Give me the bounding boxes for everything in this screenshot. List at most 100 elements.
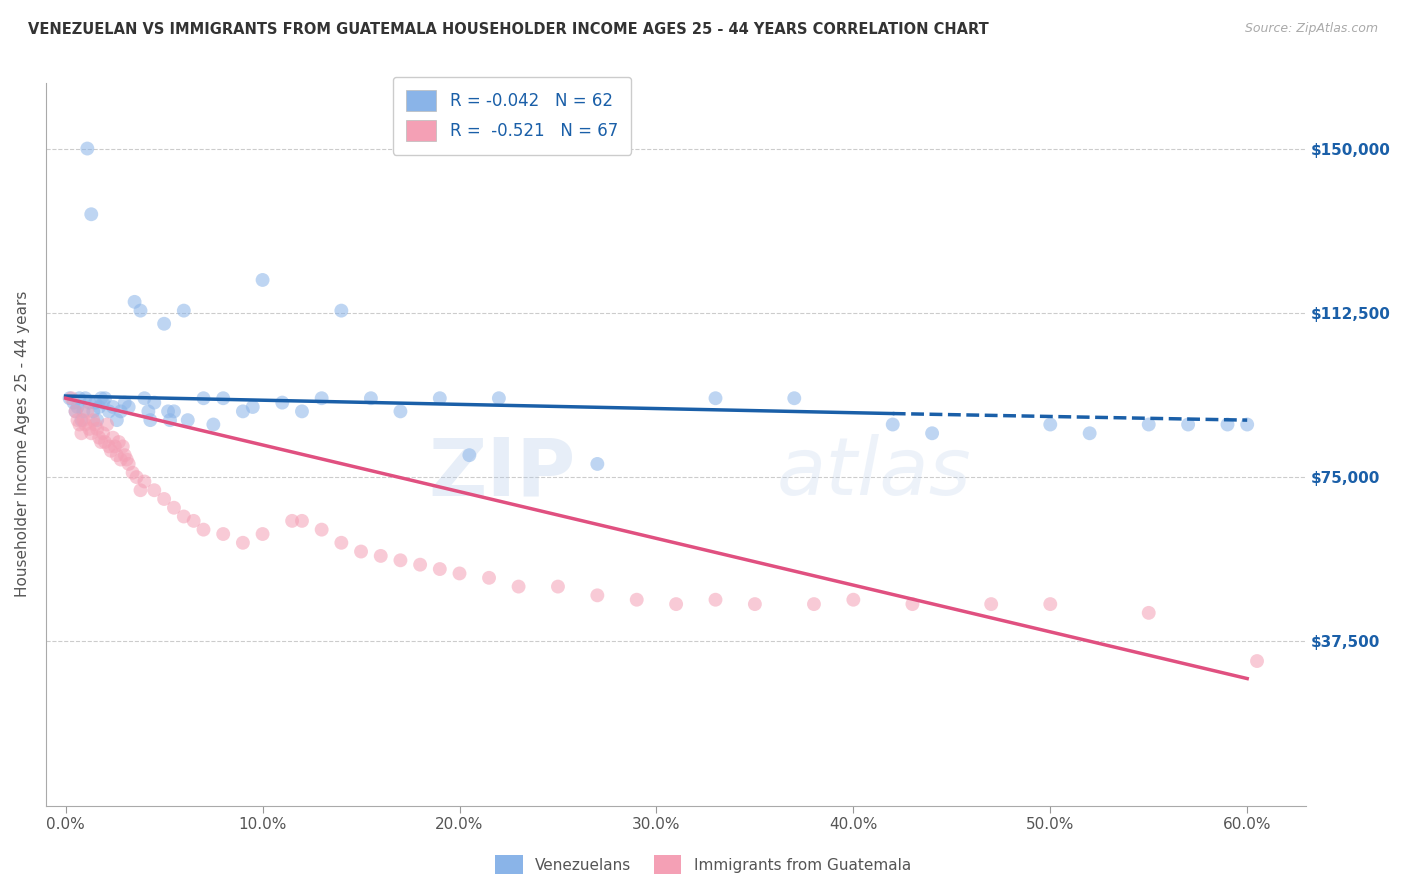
Point	[70, 426, 93, 441]
Point	[330, 303, 353, 318]
Point	[101, 431, 124, 445]
Point	[212, 527, 235, 541]
Point	[449, 566, 471, 581]
Point	[665, 597, 688, 611]
Text: ZIP: ZIP	[427, 434, 575, 512]
Point	[153, 491, 176, 506]
Point	[232, 535, 254, 549]
Point	[70, 413, 93, 427]
Point	[108, 435, 131, 450]
Point	[82, 404, 104, 418]
Point	[193, 523, 215, 537]
Point	[252, 527, 274, 541]
Point	[586, 588, 609, 602]
Point	[94, 435, 117, 450]
Point	[980, 597, 1002, 611]
Point	[110, 452, 132, 467]
Point	[105, 448, 128, 462]
Point	[65, 404, 87, 418]
Point	[84, 395, 107, 409]
Point	[84, 417, 107, 432]
Point	[75, 417, 97, 432]
Text: atlas: atlas	[778, 434, 972, 512]
Point	[134, 391, 156, 405]
Point	[409, 558, 432, 572]
Point	[1137, 606, 1160, 620]
Point	[62, 395, 84, 409]
Point	[547, 580, 569, 594]
Point	[138, 404, 160, 418]
Point	[90, 435, 112, 450]
Point	[311, 391, 333, 405]
Point	[111, 439, 134, 453]
Point	[118, 400, 141, 414]
Point	[121, 466, 143, 480]
Point	[488, 391, 510, 405]
Point	[66, 400, 89, 414]
Point	[114, 395, 136, 409]
Point	[94, 391, 117, 405]
Point	[281, 514, 304, 528]
Point	[69, 391, 91, 405]
Point	[105, 413, 128, 427]
Point	[143, 395, 166, 409]
Point	[330, 535, 353, 549]
Point	[134, 475, 156, 489]
Point	[125, 470, 148, 484]
Point	[104, 439, 127, 453]
Point	[704, 391, 727, 405]
Point	[72, 413, 94, 427]
Point	[80, 207, 103, 221]
Point	[183, 514, 205, 528]
Point	[90, 391, 112, 405]
Point	[783, 391, 806, 405]
Point	[291, 404, 314, 418]
Point	[704, 592, 727, 607]
Point	[429, 391, 451, 405]
Text: Source: ZipAtlas.com: Source: ZipAtlas.com	[1244, 22, 1378, 36]
Point	[232, 404, 254, 418]
Point	[202, 417, 225, 432]
Point	[60, 391, 83, 405]
Point	[291, 514, 314, 528]
Point	[1216, 417, 1239, 432]
Point	[586, 457, 609, 471]
Point	[129, 303, 152, 318]
Point	[66, 413, 89, 427]
Point	[1078, 426, 1101, 441]
Point	[163, 404, 186, 418]
Point	[157, 404, 180, 418]
Point	[118, 457, 141, 471]
Point	[59, 391, 82, 405]
Point	[458, 448, 481, 462]
Y-axis label: Householder Income Ages 25 - 44 years: Householder Income Ages 25 - 44 years	[15, 291, 30, 598]
Point	[212, 391, 235, 405]
Point	[69, 417, 91, 432]
Point	[65, 404, 87, 418]
Point	[82, 413, 104, 427]
Point	[389, 553, 412, 567]
Point	[143, 483, 166, 498]
Point	[76, 142, 98, 156]
Text: VENEZUELAN VS IMMIGRANTS FROM GUATEMALA HOUSEHOLDER INCOME AGES 25 - 44 YEARS CO: VENEZUELAN VS IMMIGRANTS FROM GUATEMALA …	[28, 22, 988, 37]
Point	[1039, 597, 1062, 611]
Point	[1246, 654, 1268, 668]
Point	[96, 417, 118, 432]
Point	[139, 413, 162, 427]
Point	[389, 404, 412, 418]
Point	[100, 443, 122, 458]
Point	[508, 580, 530, 594]
Point	[101, 400, 124, 414]
Point	[163, 500, 186, 515]
Point	[271, 395, 294, 409]
Point	[626, 592, 648, 607]
Point	[79, 422, 101, 436]
Point	[153, 317, 176, 331]
Point	[803, 597, 825, 611]
Point	[124, 294, 146, 309]
Point	[360, 391, 382, 405]
Point	[89, 431, 111, 445]
Point	[901, 597, 924, 611]
Point	[193, 391, 215, 405]
Point	[86, 413, 108, 427]
